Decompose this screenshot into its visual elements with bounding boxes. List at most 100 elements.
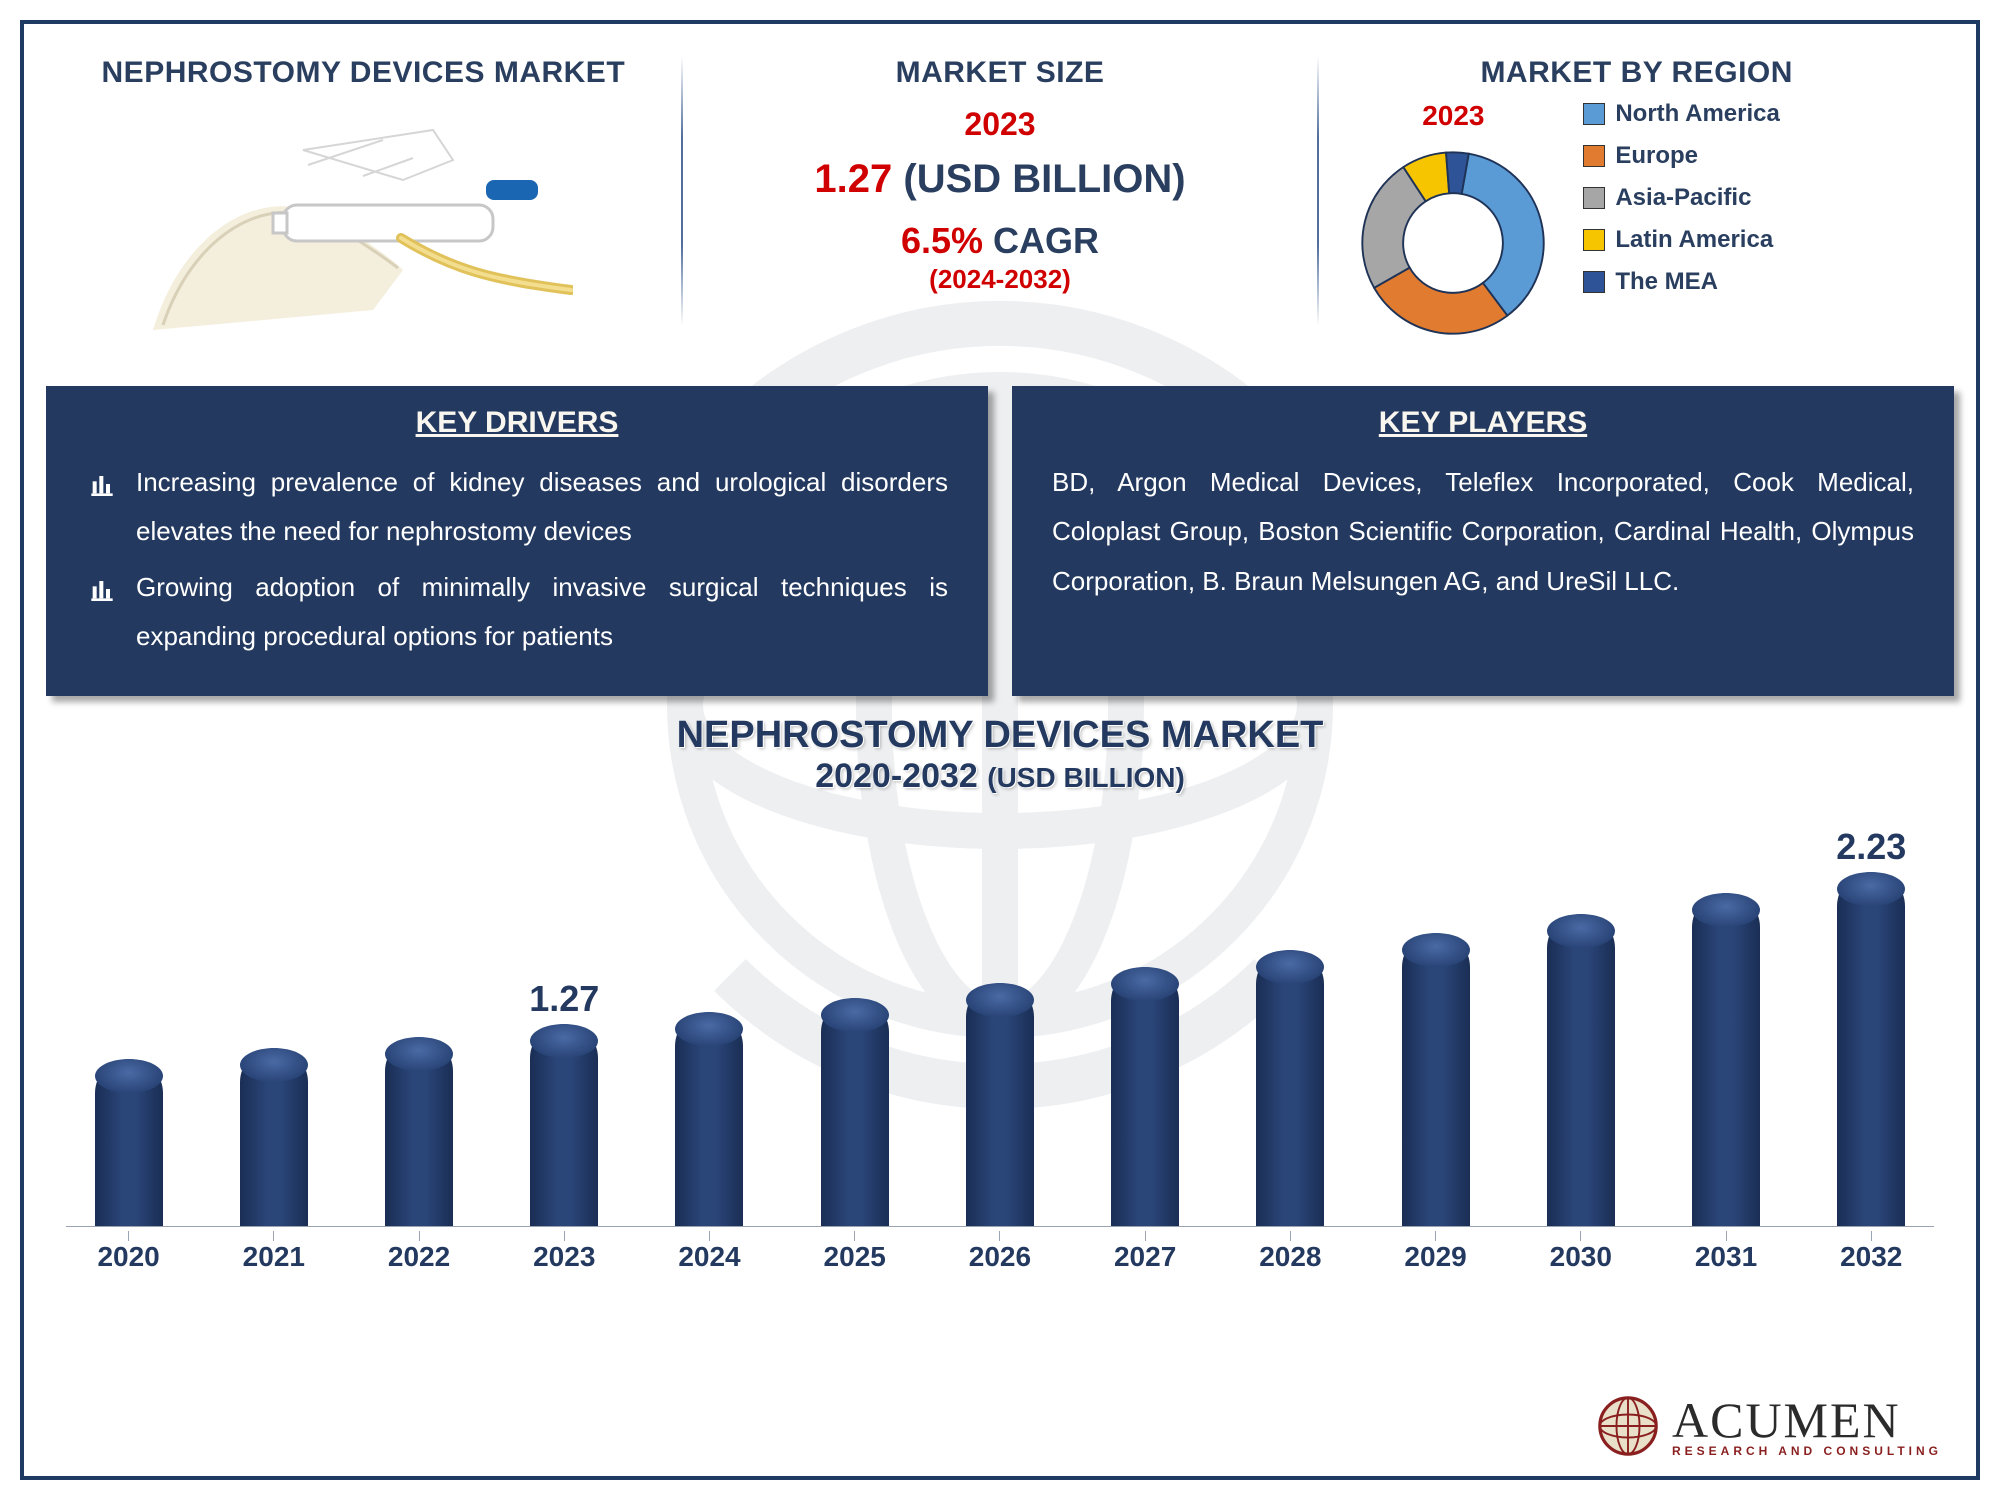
x-label: 2031 <box>1660 1241 1792 1273</box>
logo-sub: RESEARCH AND CONSULTING <box>1672 1445 1942 1457</box>
key-players-text: BD, Argon Medical Devices, Teleflex Inco… <box>1052 458 1914 606</box>
x-label: 2024 <box>643 1241 775 1273</box>
bar-column <box>1660 847 1792 1226</box>
bar-column <box>63 1013 195 1225</box>
region-year: 2023 <box>1333 100 1573 132</box>
top-row: NEPHROSTOMY DEVICES MARKET MARKET SIZ <box>46 46 1954 376</box>
x-tick <box>643 1231 775 1241</box>
bar-column <box>789 952 921 1226</box>
x-label: 2025 <box>789 1241 921 1273</box>
legend-label: Asia-Pacific <box>1615 184 1751 212</box>
x-tick <box>789 1231 921 1241</box>
title-column: NEPHROSTOMY DEVICES MARKET <box>46 46 681 376</box>
x-label: 2022 <box>353 1241 485 1273</box>
market-size-cagr: 6.5% CAGR <box>901 220 1099 262</box>
legend-swatch <box>1583 187 1605 209</box>
x-label: 2020 <box>63 1241 195 1273</box>
product-illustration <box>153 110 573 330</box>
globe-icon <box>1596 1394 1660 1458</box>
bar-chart: NEPHROSTOMY DEVICES MARKET 2020-2032 (US… <box>46 714 1954 1273</box>
page-title: NEPHROSTOMY DEVICES MARKET <box>102 56 626 90</box>
legend-swatch <box>1583 145 1605 167</box>
driver-text: Increasing prevalence of kidney diseases… <box>136 458 948 557</box>
legend-item: Europe <box>1583 142 1779 170</box>
bar-column <box>1079 921 1211 1225</box>
bar <box>1256 950 1324 1226</box>
key-players-heading: KEY PLAYERS <box>1052 406 1914 440</box>
key-drivers-heading: KEY DRIVERS <box>86 406 948 440</box>
legend-item: Asia-Pacific <box>1583 184 1779 212</box>
market-size-year: 2023 <box>964 106 1035 143</box>
x-tick <box>934 1231 1066 1241</box>
legend-item: North America <box>1583 100 1779 128</box>
x-axis-line <box>66 1226 1934 1227</box>
market-size-column: MARKET SIZE 2023 1.27 (USD BILLION) 6.5%… <box>683 46 1318 376</box>
x-labels: 2020202120222023202420252026202720282029… <box>46 1241 1954 1273</box>
bar <box>675 1012 743 1226</box>
legend-label: The MEA <box>1615 268 1718 296</box>
bar <box>966 983 1034 1225</box>
x-tick <box>208 1231 340 1241</box>
bar <box>1402 933 1470 1226</box>
panels-row: KEY DRIVERS Increasing prevalence of kid… <box>46 386 1954 696</box>
bar-column <box>353 991 485 1225</box>
legend-item: The MEA <box>1583 268 1779 296</box>
x-label: 2029 <box>1370 1241 1502 1273</box>
bar <box>821 998 889 1226</box>
chart-icon <box>86 573 118 605</box>
bar <box>95 1059 163 1225</box>
bar-column: 1.27 <box>498 978 630 1225</box>
bar-column <box>1515 868 1647 1226</box>
market-size-value: 1.27 (USD BILLION) <box>814 157 1185 202</box>
donut-slice <box>1374 268 1507 334</box>
bar-column: 2.23 <box>1805 826 1937 1225</box>
legend-label: North America <box>1615 100 1779 128</box>
x-label: 2023 <box>498 1241 630 1273</box>
market-size-num: 1.27 <box>814 157 892 201</box>
driver-item: Increasing prevalence of kidney diseases… <box>86 458 948 557</box>
bar <box>240 1048 308 1225</box>
bar-chart-unit: (USD BILLION) <box>987 762 1185 793</box>
bar-column <box>1370 887 1502 1226</box>
driver-text: Growing adoption of minimally invasive s… <box>136 563 948 662</box>
bar-column <box>1224 904 1356 1226</box>
bar <box>1547 914 1615 1226</box>
bar <box>530 1024 598 1225</box>
x-label: 2026 <box>934 1241 1066 1273</box>
key-players-panel: KEY PLAYERS BD, Argon Medical Devices, T… <box>1012 386 1954 696</box>
x-label: 2030 <box>1515 1241 1647 1273</box>
x-label: 2021 <box>208 1241 340 1273</box>
x-tick <box>498 1231 630 1241</box>
cagr-period: (2024-2032) <box>929 264 1071 295</box>
legend-label: Latin America <box>1615 226 1773 254</box>
chart-icon <box>86 468 118 500</box>
x-tick <box>1224 1231 1356 1241</box>
cagr-label: CAGR <box>993 220 1099 261</box>
x-tick <box>1660 1231 1792 1241</box>
bar <box>1837 872 1905 1225</box>
cagr-num: 6.5% <box>901 220 983 261</box>
x-tick <box>63 1231 195 1241</box>
market-size-title: MARKET SIZE <box>896 56 1105 90</box>
bar-chart-range: 2020-2032 <box>815 757 978 795</box>
region-title: MARKET BY REGION <box>1480 56 1792 90</box>
legend-swatch <box>1583 103 1605 125</box>
key-drivers-body: Increasing prevalence of kidney diseases… <box>86 458 948 662</box>
x-label: 2027 <box>1079 1241 1211 1273</box>
bar <box>1692 893 1760 1226</box>
key-drivers-panel: KEY DRIVERS Increasing prevalence of kid… <box>46 386 988 696</box>
x-ticks <box>46 1231 1954 1241</box>
legend-label: Europe <box>1615 142 1698 170</box>
bar <box>1111 967 1179 1225</box>
legend-item: Latin America <box>1583 226 1779 254</box>
bar-value-label: 2.23 <box>1836 826 1906 866</box>
bar <box>385 1037 453 1225</box>
bar-column <box>643 966 775 1226</box>
bar-chart-subtitle: 2020-2032 (USD BILLION) <box>46 757 1954 796</box>
bar-chart-title: NEPHROSTOMY DEVICES MARKET <box>46 714 1954 757</box>
market-size-unit: (USD BILLION) <box>903 157 1185 201</box>
x-tick <box>1079 1231 1211 1241</box>
brand-logo: ACUMEN RESEARCH AND CONSULTING <box>1596 1394 1942 1458</box>
region-donut-chart <box>1348 138 1558 348</box>
region-column: MARKET BY REGION 2023 North America Europ… <box>1319 46 1954 376</box>
